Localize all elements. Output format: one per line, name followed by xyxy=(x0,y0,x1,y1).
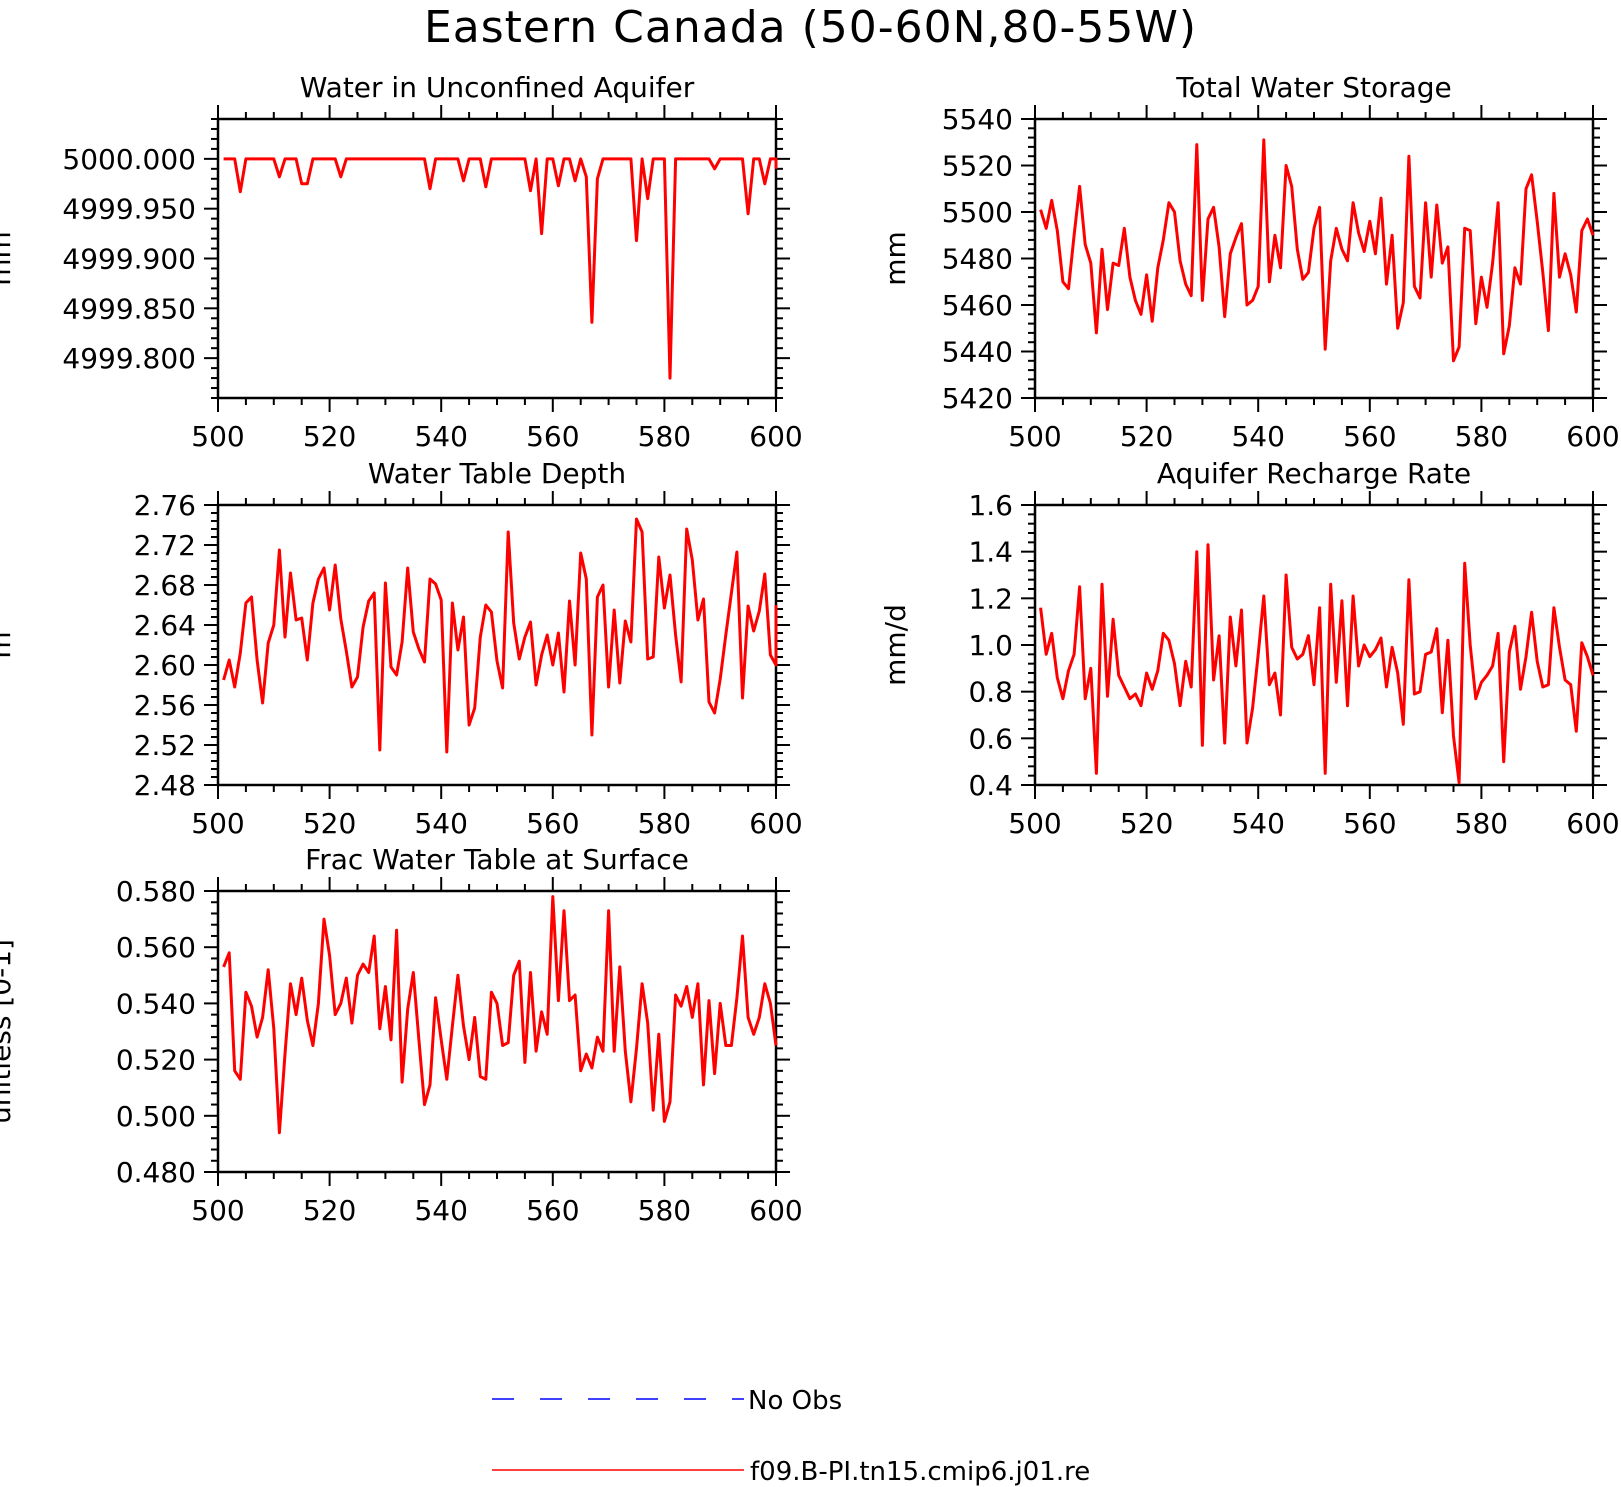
y-tick-label: 5480 xyxy=(942,243,1013,276)
x-tick-label: 560 xyxy=(526,420,579,453)
y-tick-label: 4999.800 xyxy=(62,342,196,375)
panel-5: Frac Water Table at Surface unitless [0-1… xyxy=(0,843,803,1227)
y-tick-label: 2.48 xyxy=(134,769,196,802)
panel-2: Total Water Storage mm 500 520 540 560 580 600 5… xyxy=(879,71,1620,453)
legend-label-no-obs: No Obs xyxy=(748,1386,842,1416)
x-tick-label: 520 xyxy=(1120,807,1173,840)
y-tick-label: 5460 xyxy=(942,289,1013,322)
x-tick-label: 500 xyxy=(191,1194,244,1227)
y-tick-label: 5500 xyxy=(942,196,1013,229)
x-tick-label: 560 xyxy=(526,807,579,840)
y-tick-label: 2.68 xyxy=(134,569,196,602)
x-tick-label: 600 xyxy=(1566,807,1619,840)
y-tick-label: 0.580 xyxy=(116,875,196,908)
y-tick-label: 0.540 xyxy=(116,987,196,1020)
series-line xyxy=(222,895,778,1135)
y-tick-label: 1.2 xyxy=(968,582,1013,615)
x-tick-label: 560 xyxy=(1343,420,1396,453)
y-tick-label: 0.520 xyxy=(116,1044,196,1077)
y-axis-label: unitless [0-1] xyxy=(0,939,17,1124)
y-tick-label: 5540 xyxy=(942,103,1013,136)
series-line xyxy=(223,157,778,380)
x-tick-label: 560 xyxy=(1343,807,1396,840)
panel-3: Water Table Depth m 500 520 540 560 580 600 2.48… xyxy=(0,457,803,840)
y-tick-label: 5520 xyxy=(942,150,1013,183)
panel-title: Water Table Depth xyxy=(368,457,626,490)
panel-1: Water in Unconfined Aquifer mm 500 520 540 56… xyxy=(0,71,803,453)
x-tick-label: 540 xyxy=(414,1194,467,1227)
x-tick-label: 540 xyxy=(414,807,467,840)
y-tick-label: 0.500 xyxy=(116,1100,196,1133)
x-tick-label: 580 xyxy=(638,807,691,840)
series-line xyxy=(1039,138,1595,363)
y-tick-label: 4999.950 xyxy=(62,193,196,226)
y-tick-label: 0.4 xyxy=(968,769,1013,802)
y-tick-label: 5000.000 xyxy=(62,143,196,176)
x-tick-label: 500 xyxy=(1008,807,1061,840)
x-tick-label: 540 xyxy=(1231,807,1284,840)
y-axis-label: mm xyxy=(879,231,912,286)
y-tick-label: 0.6 xyxy=(968,722,1013,755)
plot-frame xyxy=(216,889,778,1174)
x-tick-label: 500 xyxy=(191,420,244,453)
y-tick-label: 5440 xyxy=(942,336,1013,369)
y-tick-label: 5420 xyxy=(942,382,1013,415)
x-tick-label: 500 xyxy=(191,807,244,840)
y-axis-label: mm xyxy=(0,231,17,286)
x-tick-label: 580 xyxy=(638,1194,691,1227)
x-tick-label: 520 xyxy=(303,1194,356,1227)
y-tick-label: 1.4 xyxy=(968,536,1013,569)
page-title: Eastern Canada (50-60N,80-55W) xyxy=(423,2,1198,53)
y-tick-label: 1.0 xyxy=(968,629,1013,662)
y-tick-label: 0.560 xyxy=(116,931,196,964)
series-line xyxy=(1039,543,1595,785)
y-axis-label: m xyxy=(0,631,17,658)
x-tick-label: 540 xyxy=(1231,420,1284,453)
y-tick-label: 4999.900 xyxy=(62,243,196,276)
y-tick-label: 2.64 xyxy=(134,609,196,642)
x-tick-label: 580 xyxy=(638,420,691,453)
x-tick-label: 600 xyxy=(1566,420,1619,453)
y-tick-label: 0.8 xyxy=(968,676,1013,709)
panel-4: Aquifer Recharge Rate mm/d 500 520 540 560 580… xyxy=(879,457,1620,840)
y-tick-label: 4999.850 xyxy=(62,292,196,325)
y-tick-label: 1.6 xyxy=(968,489,1013,522)
x-tick-label: 520 xyxy=(1120,420,1173,453)
y-axis-label: mm/d xyxy=(879,604,912,686)
legend-label-model: f09.B-PI.tn15.cmip6.j01.re xyxy=(750,1457,1090,1487)
panel-title: Total Water Storage xyxy=(1175,71,1452,104)
legend: No Obs f09.B-PI.tn15.cmip6.j01.re xyxy=(492,1386,1090,1487)
x-tick-label: 560 xyxy=(526,1194,579,1227)
y-tick-label: 2.52 xyxy=(134,729,196,762)
y-tick-label: 2.76 xyxy=(134,489,196,522)
x-tick-label: 600 xyxy=(749,1194,802,1227)
plot-frame xyxy=(216,117,778,400)
x-tick-label: 540 xyxy=(414,420,467,453)
y-tick-label: 2.56 xyxy=(134,689,196,722)
panel-title: Water in Unconfined Aquifer xyxy=(300,71,695,104)
x-tick-label: 520 xyxy=(303,420,356,453)
x-tick-label: 580 xyxy=(1455,807,1508,840)
x-tick-label: 600 xyxy=(749,420,802,453)
series-line xyxy=(222,517,778,754)
x-tick-label: 520 xyxy=(303,807,356,840)
plot-frame xyxy=(216,503,778,787)
panel-title: Aquifer Recharge Rate xyxy=(1157,457,1471,490)
x-tick-label: 580 xyxy=(1455,420,1508,453)
y-tick-label: 2.72 xyxy=(134,529,196,562)
y-tick-label: 0.480 xyxy=(116,1156,196,1189)
x-tick-label: 600 xyxy=(749,807,802,840)
x-tick-label: 500 xyxy=(1008,420,1061,453)
panel-title: Frac Water Table at Surface xyxy=(305,843,689,876)
y-tick-label: 2.60 xyxy=(134,649,196,682)
